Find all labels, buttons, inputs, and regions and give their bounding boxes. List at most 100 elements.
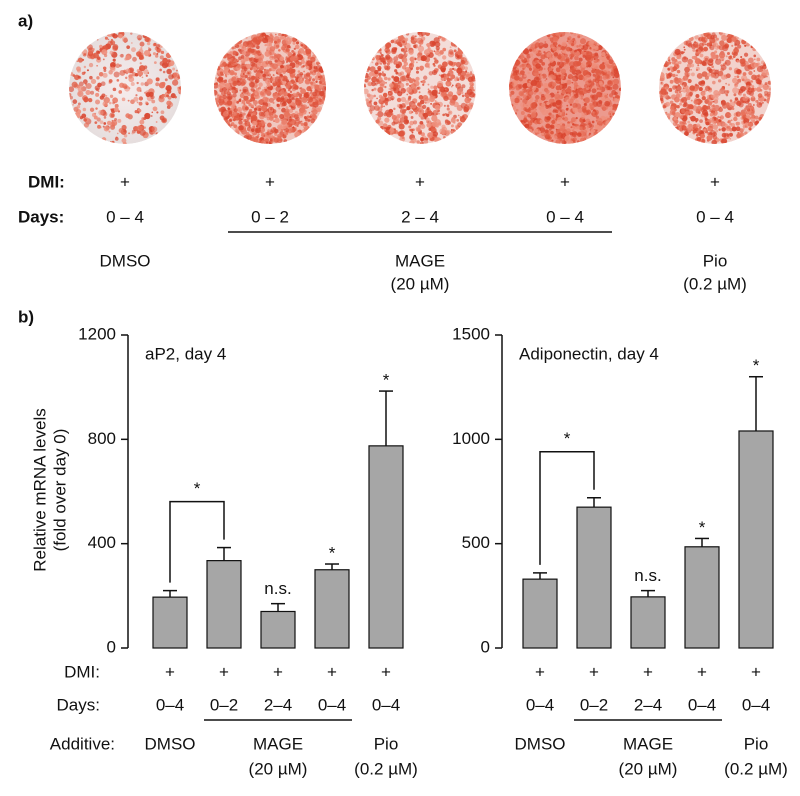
stain: [250, 96, 256, 102]
stain: [249, 81, 255, 88]
stain: [591, 53, 595, 57]
annotation: n.s.: [264, 579, 291, 598]
stain: [419, 110, 422, 113]
stain: [95, 92, 100, 97]
stain: [455, 61, 462, 68]
stain: [74, 74, 80, 81]
stain: [766, 69, 769, 72]
stain: [218, 108, 223, 112]
stain: [582, 129, 588, 135]
stain: [730, 123, 736, 128]
stain: [613, 98, 618, 103]
stain: [269, 33, 273, 37]
stain: [107, 38, 110, 41]
stain: [174, 95, 177, 99]
stain: [378, 75, 381, 78]
stain: [139, 62, 142, 65]
stain: [317, 76, 320, 79]
stain: [245, 99, 250, 105]
stain: [121, 124, 127, 131]
stain: [576, 45, 579, 48]
stain: [313, 69, 317, 73]
stain: [566, 104, 569, 107]
stain: [551, 46, 554, 49]
stain: [726, 51, 730, 55]
stain: [509, 93, 512, 97]
stain: [99, 95, 105, 100]
stain: [265, 86, 268, 88]
stain: [418, 39, 424, 45]
stain: [390, 39, 395, 44]
stain: [294, 131, 301, 138]
stain: [559, 88, 562, 91]
stain: [695, 94, 700, 99]
stain: [543, 82, 549, 89]
stain: [453, 49, 457, 53]
stain: [229, 70, 235, 76]
stain: [99, 120, 104, 125]
stain: [674, 89, 679, 94]
stain: [588, 40, 594, 47]
stain: [227, 90, 230, 93]
stain: [720, 74, 727, 80]
stain: [606, 85, 611, 91]
stain: [703, 128, 707, 132]
stain: [731, 107, 735, 111]
stain: [543, 43, 549, 49]
group-label: Pio: [744, 734, 769, 753]
y-tick-label: 500: [462, 533, 490, 552]
stain: [663, 112, 668, 116]
stain: [520, 70, 525, 76]
stain: [316, 96, 319, 98]
stain: [295, 60, 300, 65]
stain: [442, 55, 447, 60]
stain: [136, 125, 143, 132]
stain: [593, 58, 596, 61]
stain: [292, 92, 297, 96]
stain: [696, 137, 702, 142]
stain: [421, 79, 426, 84]
well: [69, 32, 181, 144]
bracket-label: *: [564, 429, 571, 448]
stain: [662, 105, 667, 109]
stain: [699, 119, 703, 123]
stain: [545, 123, 551, 129]
stain: [455, 82, 462, 89]
stain: [719, 115, 725, 120]
stain: [724, 59, 731, 66]
stain: [611, 89, 617, 95]
stain: [372, 58, 374, 61]
stain: [567, 76, 570, 79]
stain: [564, 135, 571, 142]
stain: [561, 41, 567, 47]
stain: [95, 88, 99, 91]
stain: [593, 63, 600, 70]
stain: [574, 123, 578, 127]
bar: [630, 596, 666, 649]
stain: [409, 63, 413, 66]
stain: [281, 107, 287, 113]
stain: [548, 67, 553, 72]
stain: [437, 80, 444, 87]
row-label: DMI:: [28, 172, 65, 191]
stain: [444, 88, 447, 91]
stain: [682, 120, 686, 125]
stain: [136, 86, 142, 92]
stain: [598, 86, 603, 91]
group-sublabel: (0.2 µM): [683, 274, 747, 293]
bar: [314, 569, 350, 649]
stain: [303, 122, 308, 127]
stain: [266, 64, 270, 67]
stain: [601, 57, 607, 63]
stain: [317, 70, 320, 73]
stain: [591, 69, 596, 74]
stain: [380, 53, 384, 57]
stain: [462, 115, 465, 118]
stain: [125, 55, 131, 61]
stain: [305, 48, 312, 55]
stain: [270, 107, 273, 111]
stain: [552, 46, 557, 51]
stain: [594, 113, 597, 115]
stain: [377, 86, 384, 94]
